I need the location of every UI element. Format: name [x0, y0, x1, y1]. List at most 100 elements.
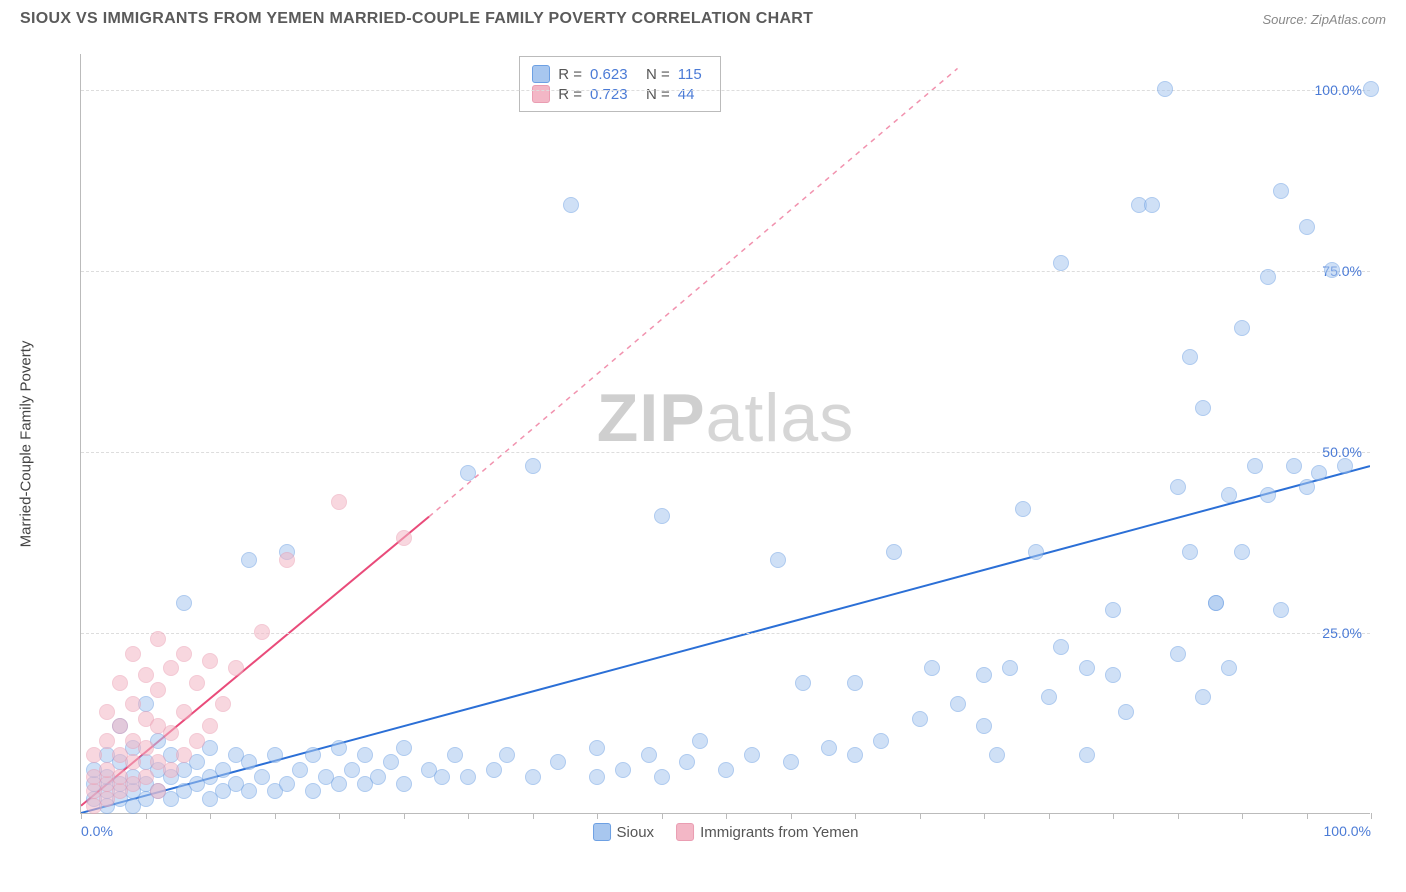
source-credit: Source: ZipAtlas.com	[1262, 12, 1386, 27]
legend-swatch	[532, 65, 550, 83]
data-point	[331, 740, 347, 756]
data-point	[447, 747, 463, 763]
data-point	[112, 718, 128, 734]
data-point	[163, 660, 179, 676]
data-point	[912, 711, 928, 727]
data-point	[1182, 349, 1198, 365]
x-tick	[855, 813, 856, 819]
data-point	[163, 762, 179, 778]
data-point	[125, 696, 141, 712]
data-point	[654, 769, 670, 785]
data-point	[1157, 81, 1173, 97]
data-point	[305, 783, 321, 799]
data-point	[331, 494, 347, 510]
data-point	[279, 776, 295, 792]
data-point	[176, 747, 192, 763]
data-point	[1260, 487, 1276, 503]
data-point	[163, 725, 179, 741]
data-point	[396, 740, 412, 756]
x-tick	[533, 813, 534, 819]
data-point	[305, 747, 321, 763]
n-label: N =	[646, 66, 670, 83]
data-point	[125, 754, 141, 770]
data-point	[1079, 747, 1095, 763]
data-point	[1247, 458, 1263, 474]
data-point	[1337, 458, 1353, 474]
data-point	[1079, 660, 1095, 676]
data-point	[202, 653, 218, 669]
data-point	[1195, 689, 1211, 705]
data-point	[679, 754, 695, 770]
x-tick	[404, 813, 405, 819]
plot-area: ZIPatlas R =0.623N =115R =0.723N =44 Sio…	[80, 54, 1370, 814]
legend-swatch	[676, 823, 694, 841]
data-point	[976, 667, 992, 683]
data-point	[950, 696, 966, 712]
legend-swatch	[593, 823, 611, 841]
data-point	[370, 769, 386, 785]
data-point	[86, 747, 102, 763]
data-point	[1002, 660, 1018, 676]
data-point	[1273, 602, 1289, 618]
data-point	[1015, 501, 1031, 517]
legend-label: Immigrants from Yemen	[700, 824, 858, 841]
data-point	[150, 783, 166, 799]
data-point	[1299, 479, 1315, 495]
data-point	[254, 769, 270, 785]
x-tick	[1178, 813, 1179, 819]
data-point	[1053, 639, 1069, 655]
data-point	[1053, 255, 1069, 271]
data-point	[783, 754, 799, 770]
data-point	[1028, 544, 1044, 560]
legend-label: Sioux	[617, 824, 655, 841]
data-point	[241, 754, 257, 770]
data-point	[396, 530, 412, 546]
data-point	[228, 660, 244, 676]
data-point	[989, 747, 1005, 763]
x-tick	[1049, 813, 1050, 819]
data-point	[241, 783, 257, 799]
x-tick	[275, 813, 276, 819]
n-label: N =	[646, 86, 670, 103]
x-tick	[81, 813, 82, 819]
data-point	[1299, 219, 1315, 235]
data-point	[1105, 602, 1121, 618]
data-point	[563, 197, 579, 213]
data-point	[847, 747, 863, 763]
data-point	[924, 660, 940, 676]
data-point	[1041, 689, 1057, 705]
data-point	[1234, 320, 1250, 336]
chart-title: SIOUX VS IMMIGRANTS FROM YEMEN MARRIED-C…	[20, 10, 813, 28]
data-point	[176, 595, 192, 611]
data-point	[847, 675, 863, 691]
data-point	[138, 769, 154, 785]
data-point	[383, 754, 399, 770]
legend-item: Immigrants from Yemen	[676, 823, 858, 841]
data-point	[499, 747, 515, 763]
x-tick	[1242, 813, 1243, 819]
data-point	[254, 624, 270, 640]
data-point	[589, 769, 605, 785]
data-point	[460, 465, 476, 481]
data-point	[1221, 660, 1237, 676]
gridline	[81, 90, 1370, 91]
data-point	[1208, 595, 1224, 611]
data-point	[873, 733, 889, 749]
data-point	[138, 740, 154, 756]
data-point	[267, 747, 283, 763]
x-tick	[210, 813, 211, 819]
n-value: 115	[678, 66, 708, 83]
data-point	[1324, 262, 1340, 278]
trend-lines	[81, 54, 1370, 813]
n-value: 44	[678, 86, 708, 103]
data-point	[692, 733, 708, 749]
r-value: 0.623	[590, 66, 638, 83]
data-point	[176, 704, 192, 720]
data-point	[215, 762, 231, 778]
data-point	[176, 646, 192, 662]
x-tick	[791, 813, 792, 819]
data-point	[241, 552, 257, 568]
gridline	[81, 452, 1370, 453]
data-point	[744, 747, 760, 763]
data-point	[486, 762, 502, 778]
